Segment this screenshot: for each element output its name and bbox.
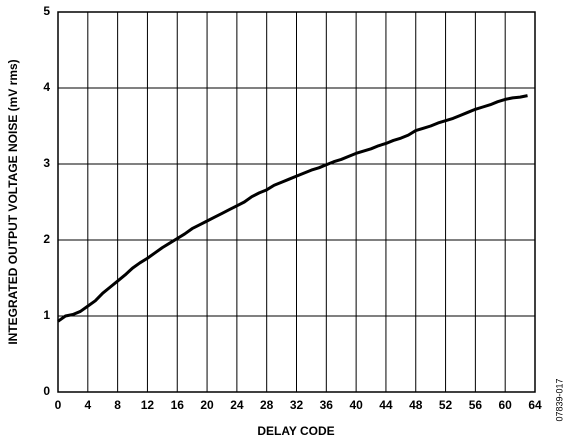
plot-frame [57, 11, 536, 393]
x-tick-label: 60 [499, 398, 513, 412]
x-tick-label: 12 [141, 398, 155, 412]
x-tick-label: 20 [200, 398, 214, 412]
x-tick-label: 4 [84, 398, 91, 412]
y-tick-label: 1 [43, 308, 50, 322]
x-tick-label: 44 [379, 398, 393, 412]
y-tick-label: 0 [43, 384, 50, 398]
x-tick-label: 8 [114, 398, 121, 412]
x-tick-label: 36 [320, 398, 334, 412]
y-tick-label: 2 [43, 232, 50, 246]
x-tick-label: 32 [290, 398, 304, 412]
x-tick-label: 0 [55, 398, 62, 412]
y-axis-label: INTEGRATED OUTPUT VOLTAGE NOISE (mV rms) [6, 59, 20, 344]
x-axis-label: DELAY CODE [257, 424, 334, 438]
x-tick-label: 56 [469, 398, 483, 412]
y-tick-label: 5 [43, 4, 50, 18]
data-line [57, 94, 528, 323]
y-tick-label: 4 [43, 80, 50, 94]
x-tick-label: 48 [409, 398, 423, 412]
x-tick-label: 28 [260, 398, 274, 412]
x-tick-label: 24 [230, 398, 244, 412]
x-tick-label: 64 [528, 398, 542, 412]
y-tick-label: 3 [43, 156, 50, 170]
x-tick-label: 52 [439, 398, 453, 412]
figure-id: 07839-017 [554, 378, 564, 421]
x-tick-label: 40 [349, 398, 363, 412]
x-tick-label: 16 [171, 398, 185, 412]
